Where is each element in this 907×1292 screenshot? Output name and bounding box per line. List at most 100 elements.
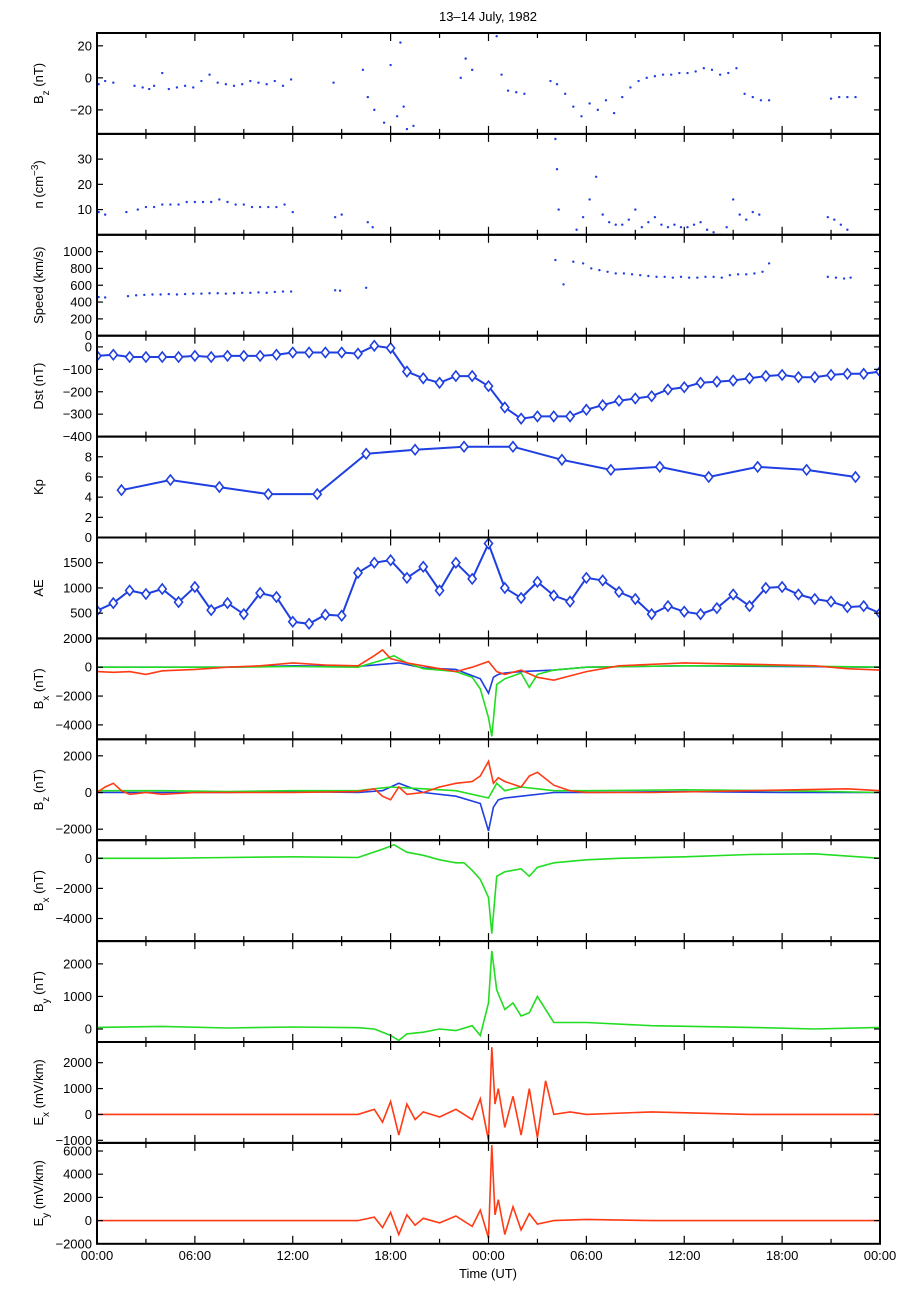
y-tick-label: 2000	[63, 1055, 92, 1070]
y-tick-label: 1000	[63, 989, 92, 1004]
panel-frame	[96, 839, 881, 943]
data-point	[389, 63, 392, 67]
diamond-marker	[173, 350, 184, 364]
plot-area	[97, 950, 880, 1042]
data-point	[849, 276, 852, 279]
x-tick-label: 18:00	[374, 1248, 407, 1263]
diamond-marker	[532, 575, 543, 589]
diamond-marker	[214, 480, 225, 494]
data-point	[515, 91, 518, 94]
data-point	[563, 92, 567, 96]
diamond-marker	[352, 566, 364, 580]
data-point	[621, 223, 624, 226]
data-point	[232, 84, 236, 88]
y-tick-label: −2000	[55, 1236, 92, 1251]
data-point	[829, 97, 833, 100]
y-tick-label: 0	[85, 339, 92, 354]
diamond-marker	[711, 375, 722, 388]
y-tick-label: 500	[70, 606, 92, 621]
data-point	[745, 218, 748, 221]
data-point	[257, 291, 260, 294]
data-point	[842, 277, 846, 280]
x-tick-label: 12:00	[276, 1248, 309, 1263]
data-point	[97, 295, 100, 299]
data-point	[767, 262, 771, 265]
diamond-marker	[271, 348, 282, 362]
diamond-marker	[858, 599, 869, 613]
data-point	[249, 79, 252, 83]
diamond-marker	[263, 487, 274, 501]
data-point	[598, 268, 601, 272]
y-tick-label: −2000	[55, 881, 92, 896]
y-tick-label: 600	[70, 278, 92, 293]
data-point	[590, 267, 593, 270]
diamond-marker	[157, 350, 168, 364]
data-point	[250, 205, 254, 209]
diamond-marker	[287, 346, 298, 359]
y-tick-label: 6000	[63, 1144, 92, 1159]
data-point	[281, 84, 285, 88]
y-tick-label: −200	[63, 384, 92, 399]
diamond-marker	[548, 410, 559, 423]
y-tick-label: −2000	[55, 689, 92, 704]
diamond-marker	[352, 347, 364, 360]
data-point	[103, 213, 107, 216]
data-point	[103, 296, 107, 299]
data-point	[395, 115, 399, 118]
diamond-marker	[801, 463, 812, 477]
diamond-marker	[793, 588, 804, 601]
diamond-marker	[711, 601, 722, 615]
data-point	[143, 293, 146, 297]
data-point	[614, 223, 617, 226]
diamond-marker	[695, 607, 706, 621]
data-point	[627, 218, 630, 221]
data-point	[702, 67, 706, 70]
data-point	[614, 272, 617, 275]
data-point	[175, 293, 179, 296]
data-point	[621, 95, 624, 99]
y-tick-label: −100	[63, 362, 92, 377]
data-point	[687, 276, 691, 279]
diamond-marker	[255, 586, 266, 600]
diamond-marker	[744, 599, 755, 613]
series-line-green	[97, 782, 880, 799]
data-point	[258, 205, 262, 209]
diamond-marker	[238, 349, 249, 363]
data-point	[854, 95, 857, 99]
data-point	[710, 68, 714, 72]
data-point	[161, 71, 164, 75]
y-axis-label: Ey (mV/km)	[31, 1160, 52, 1226]
data-point	[630, 273, 634, 276]
data-point	[696, 276, 699, 279]
data-point	[671, 276, 675, 279]
data-point	[412, 124, 415, 128]
data-point	[364, 286, 368, 289]
diamond-marker	[752, 460, 763, 474]
data-point	[692, 223, 696, 226]
plot-area	[97, 843, 880, 934]
diamond-marker	[304, 617, 315, 631]
data-point	[506, 89, 510, 92]
data-point	[185, 200, 188, 204]
y-tick-label: 0	[85, 660, 92, 675]
diamond-marker	[679, 380, 690, 394]
diamond-marker	[271, 590, 282, 604]
diamond-marker	[238, 607, 249, 621]
data-point	[134, 294, 138, 297]
data-point	[226, 200, 229, 204]
diamond-marker	[850, 470, 861, 484]
y-tick-label: 800	[70, 261, 92, 276]
diamond-marker	[499, 401, 510, 414]
data-point	[758, 213, 761, 216]
diamond-marker	[140, 587, 151, 601]
diamond-marker	[434, 376, 445, 390]
data-point	[273, 290, 277, 294]
data-point	[208, 73, 211, 76]
x-axis-label: Time (UT)	[459, 1266, 517, 1281]
data-point	[159, 293, 162, 296]
diamond-marker	[336, 346, 347, 359]
diamond-marker	[320, 608, 331, 621]
data-point	[686, 71, 689, 75]
data-point	[725, 226, 728, 229]
